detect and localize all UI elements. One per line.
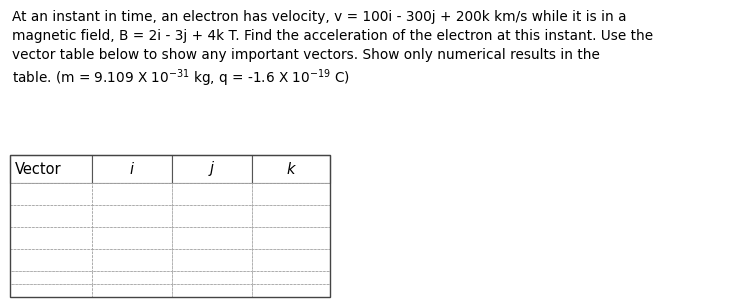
Bar [92, 271, 172, 284]
Text: magnetic field, B = 2i - 3j + 4k T. Find the acceleration of the electron at thi: magnetic field, B = 2i - 3j + 4k T. Find… [12, 29, 653, 43]
Bar [92, 183, 172, 205]
Bar [252, 284, 330, 297]
Bar [172, 227, 252, 249]
Bar [10, 205, 92, 227]
Bar [252, 183, 330, 205]
Bar [252, 271, 330, 284]
Bar [10, 155, 330, 297]
Bar [92, 227, 172, 249]
Text: j: j [209, 162, 214, 177]
Bar [252, 205, 330, 227]
Bar [252, 155, 330, 183]
Bar [172, 249, 252, 271]
Bar [92, 155, 172, 183]
Text: At an instant in time, an electron has velocity, v = 100i - 300j + 200k km/s whi: At an instant in time, an electron has v… [12, 10, 626, 24]
Text: vector table below to show any important vectors. Show only numerical results in: vector table below to show any important… [12, 48, 600, 62]
Bar [92, 284, 172, 297]
Bar [10, 271, 92, 284]
Text: table. (m = 9.109 X 10$^{-31}$ kg, q = -1.6 X 10$^{-19}$ C): table. (m = 9.109 X 10$^{-31}$ kg, q = -… [12, 67, 349, 88]
Bar [172, 155, 252, 183]
Text: k: k [287, 162, 295, 177]
Bar [10, 284, 92, 297]
Bar [252, 227, 330, 249]
Bar [92, 249, 172, 271]
Bar [10, 227, 92, 249]
Bar [92, 205, 172, 227]
Text: Vector: Vector [15, 162, 62, 177]
Bar [10, 183, 92, 205]
Bar [172, 183, 252, 205]
Bar [172, 271, 252, 284]
Bar [10, 249, 92, 271]
Text: i: i [130, 162, 134, 177]
Bar [172, 284, 252, 297]
Bar [252, 249, 330, 271]
Bar [172, 205, 252, 227]
Bar [10, 155, 92, 183]
